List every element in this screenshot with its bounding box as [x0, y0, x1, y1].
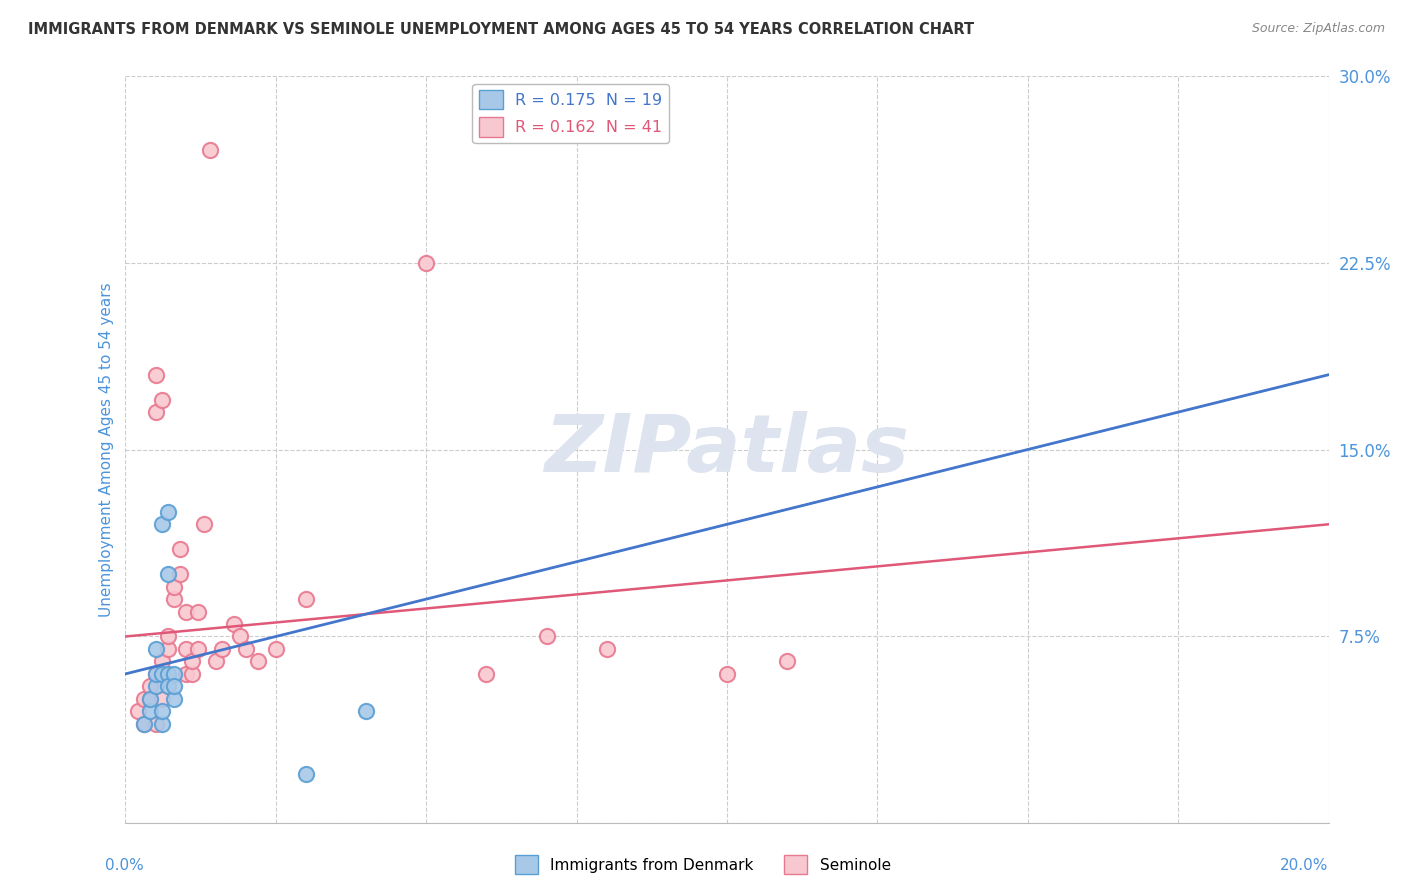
Point [145, 716, 167, 731]
Point [132, 716, 155, 731]
Point [776, 655, 799, 669]
Point [162, 691, 184, 706]
Point [187, 642, 209, 657]
Point [174, 642, 197, 657]
Point [150, 716, 173, 731]
Point [156, 567, 179, 582]
Point [162, 592, 184, 607]
Text: ZIPatlas: ZIPatlas [544, 410, 910, 489]
Legend: Immigrants from Denmark, Seminole: Immigrants from Denmark, Seminole [509, 849, 897, 880]
Text: 0.0%: 0.0% [105, 858, 145, 872]
Point [138, 679, 160, 693]
Point [162, 580, 184, 594]
Point [295, 592, 318, 607]
Point [145, 405, 167, 419]
Text: 20.0%: 20.0% [1281, 858, 1329, 872]
Text: Source: ZipAtlas.com: Source: ZipAtlas.com [1251, 22, 1385, 36]
Point [264, 642, 287, 657]
Point [222, 617, 245, 632]
Y-axis label: Unemployment Among Ages 45 to 54 years: Unemployment Among Ages 45 to 54 years [100, 282, 114, 616]
Point [145, 642, 167, 657]
Point [295, 766, 318, 780]
Point [187, 605, 209, 619]
Point [596, 642, 619, 657]
Point [145, 368, 167, 382]
Point [204, 655, 226, 669]
Point [150, 517, 173, 532]
Point [162, 666, 184, 681]
Point [156, 505, 179, 519]
Point [174, 666, 197, 681]
Point [174, 605, 197, 619]
Point [169, 542, 191, 557]
Point [138, 691, 160, 706]
Point [150, 691, 173, 706]
Point [156, 679, 179, 693]
Legend: R = 0.175  N = 19, R = 0.162  N = 41: R = 0.175 N = 19, R = 0.162 N = 41 [472, 84, 669, 144]
Point [415, 255, 437, 269]
Point [180, 666, 202, 681]
Point [138, 704, 160, 718]
Point [150, 666, 173, 681]
Point [180, 655, 202, 669]
Point [211, 642, 233, 657]
Point [235, 642, 257, 657]
Point [354, 704, 377, 718]
Point [132, 716, 155, 731]
Point [193, 517, 215, 532]
Point [198, 144, 221, 158]
Point [716, 666, 738, 681]
Point [475, 666, 498, 681]
Point [150, 392, 173, 407]
Point [150, 655, 173, 669]
Point [150, 704, 173, 718]
Point [229, 630, 252, 644]
Point [127, 704, 149, 718]
Point [156, 630, 179, 644]
Point [138, 691, 160, 706]
Point [145, 666, 167, 681]
Point [145, 666, 167, 681]
Point [132, 691, 155, 706]
Text: IMMIGRANTS FROM DENMARK VS SEMINOLE UNEMPLOYMENT AMONG AGES 45 TO 54 YEARS CORRE: IMMIGRANTS FROM DENMARK VS SEMINOLE UNEM… [28, 22, 974, 37]
Point [156, 642, 179, 657]
Point [156, 666, 179, 681]
Point [246, 655, 269, 669]
Point [169, 567, 191, 582]
Point [145, 679, 167, 693]
Point [536, 630, 558, 644]
Point [162, 679, 184, 693]
